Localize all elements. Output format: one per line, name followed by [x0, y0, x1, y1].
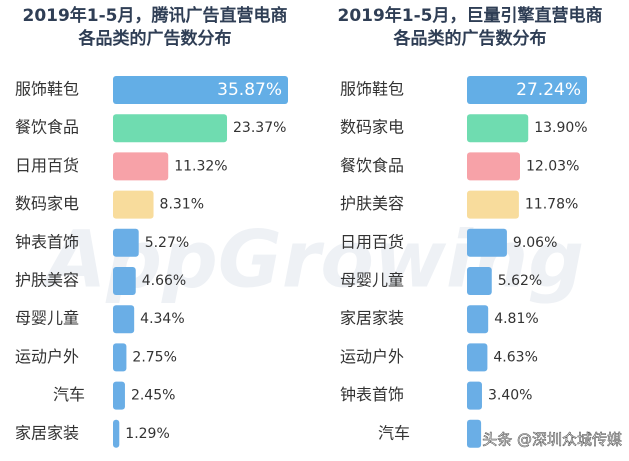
bar [467, 381, 482, 410]
category-label: 服饰鞋包 [15, 80, 79, 99]
value-label: 4.81% [494, 311, 538, 327]
bar [113, 305, 135, 334]
category-label: 母婴儿童 [340, 271, 404, 290]
category-label: 汽车 [378, 423, 410, 442]
value-label: 9.06% [513, 235, 557, 251]
bar [467, 152, 520, 181]
category-label: 日用百货 [340, 232, 404, 251]
value-label: 1.29% [125, 426, 169, 442]
category-label: 数码家电 [15, 194, 79, 213]
bar [467, 190, 519, 219]
value-label: 2.45% [131, 388, 175, 404]
bar [113, 152, 169, 181]
bar [467, 114, 529, 143]
category-label: 日用百货 [15, 156, 79, 175]
category-label: 数码家电 [340, 118, 404, 137]
bar [467, 305, 489, 334]
category-label: 家居家装 [340, 309, 404, 328]
bar [467, 343, 488, 372]
value-label: 8.31% [160, 197, 204, 213]
value-label: 35.87% [217, 80, 282, 100]
value-label: 4.34% [140, 311, 184, 327]
category-label: 运动户外 [340, 347, 404, 366]
bar [113, 267, 136, 295]
bar [113, 114, 228, 143]
bar [113, 76, 288, 104]
chart-title: 各品类的广告数分布 [393, 28, 547, 49]
chart-title: 2019年1-5月，巨量引擎直营电商 [337, 5, 602, 26]
value-label: 4.63% [493, 349, 537, 365]
value-label: 5.62% [498, 273, 542, 289]
value-label: 13.90% [534, 120, 587, 136]
category-label: 母婴儿童 [15, 309, 79, 328]
value-label: 2.75% [132, 349, 176, 365]
bar [113, 343, 127, 372]
bar [113, 228, 139, 257]
bar [113, 419, 120, 448]
category-label: 护肤美容 [340, 194, 404, 213]
category-label: 餐饮食品 [340, 156, 404, 175]
source-watermark: 头条 @深圳众城传媒 [482, 431, 622, 449]
value-label: 11.78% [525, 197, 578, 213]
value-label: 23.37% [233, 120, 286, 136]
category-label: 服饰鞋包 [340, 80, 404, 99]
category-label: 钟表首饰 [15, 232, 79, 251]
bar [467, 419, 482, 448]
category-label: 餐饮食品 [15, 118, 79, 137]
category-label: 家居家装 [15, 423, 79, 442]
value-label: 11.32% [174, 158, 227, 174]
bar [113, 381, 125, 410]
value-label: 27.24% [516, 80, 581, 100]
bar [113, 190, 154, 219]
chart-title: 2019年1-5月，腾讯广告直营电商 [22, 5, 287, 26]
value-label: 3.40% [488, 388, 532, 404]
category-label: 运动户外 [15, 347, 79, 366]
chart-title: 各品类的广告数分布 [78, 28, 232, 49]
category-label: 钟表首饰 [340, 385, 404, 404]
category-label: 汽车 [53, 385, 85, 404]
value-label: 4.66% [142, 273, 186, 289]
category-label: 护肤美容 [15, 271, 79, 290]
value-label: 12.03% [526, 158, 579, 174]
value-label: 5.27% [145, 235, 189, 251]
bar [467, 267, 492, 295]
bar [467, 76, 587, 104]
bar [467, 228, 507, 257]
